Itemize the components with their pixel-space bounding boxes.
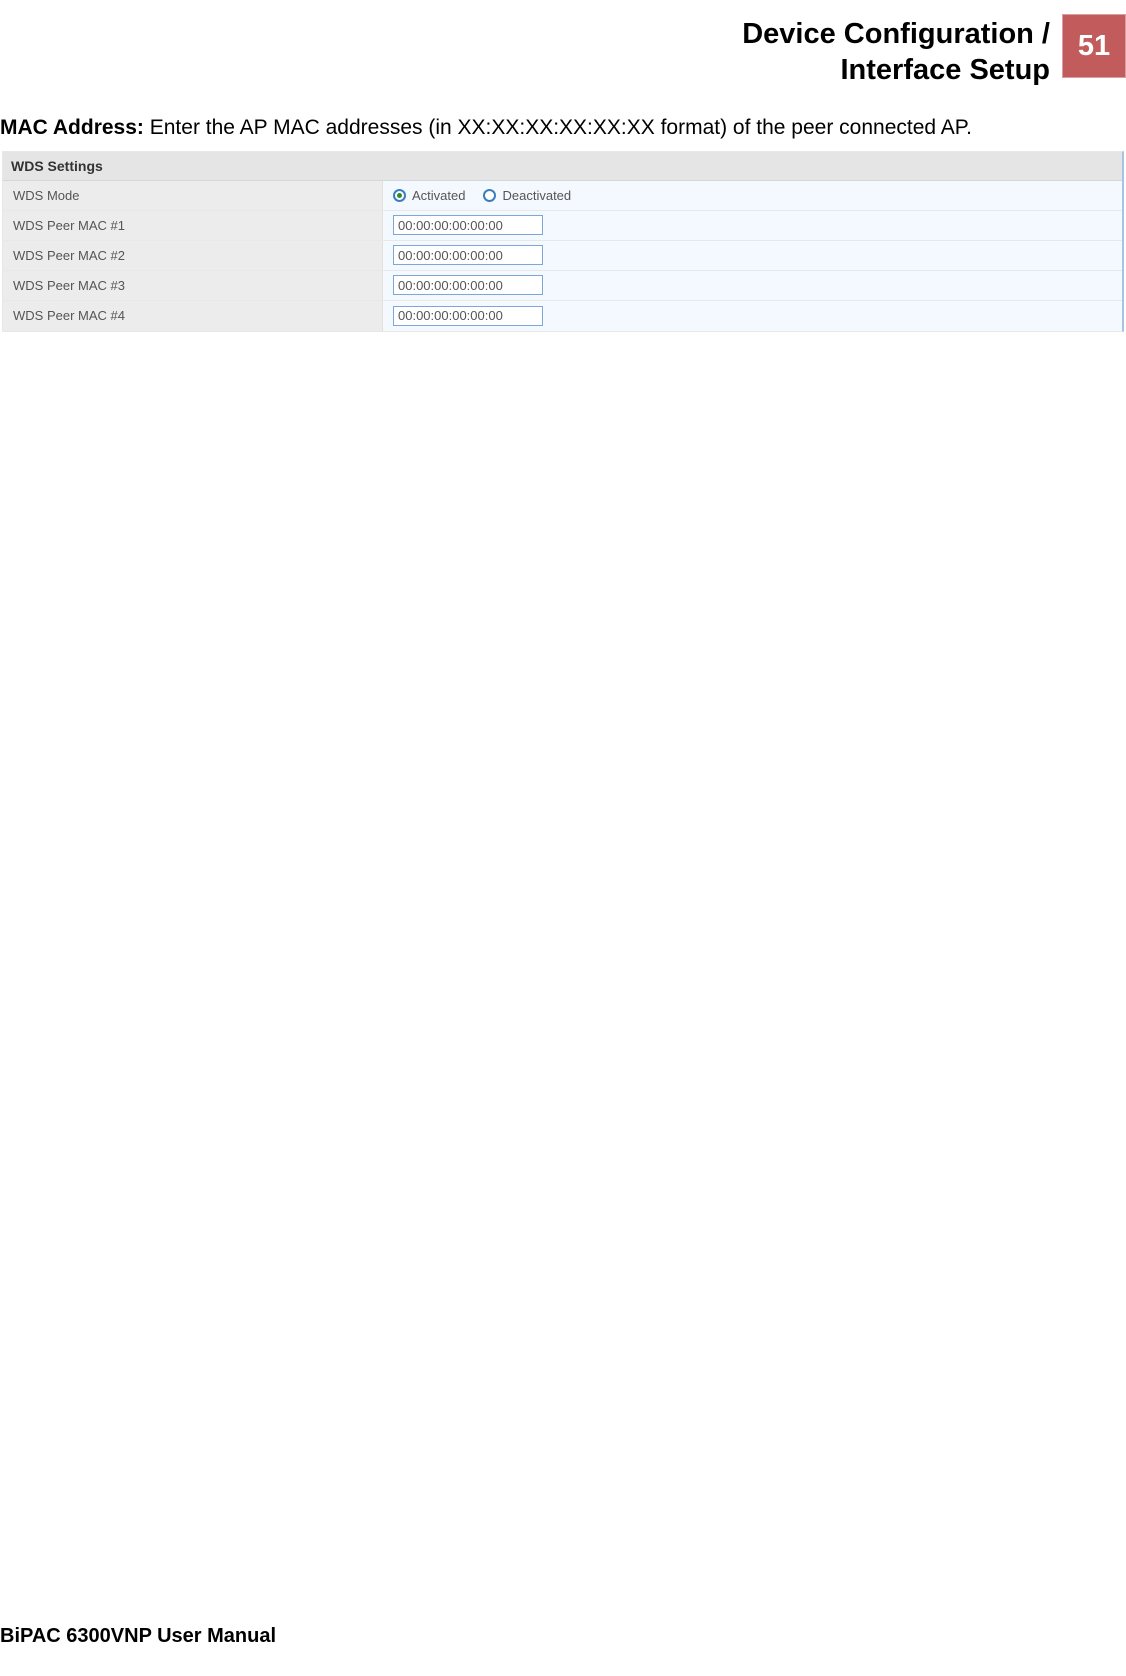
radio-deactivated[interactable]: [483, 189, 496, 202]
page-header: Device Configuration / Interface Setup 5…: [0, 0, 1126, 89]
header-title: Device Configuration / Interface Setup: [742, 14, 1050, 89]
wds-mode-label: WDS Mode: [3, 181, 383, 210]
peer-mac-input-2[interactable]: [393, 245, 543, 265]
page-number: 51: [1062, 14, 1126, 78]
radio-activated[interactable]: [393, 189, 406, 202]
wds-mode-value: Activated Deactivated: [383, 181, 1122, 210]
peer-mac-input-1[interactable]: [393, 215, 543, 235]
header-title-line1: Device Configuration /: [742, 18, 1050, 50]
table-row: WDS Peer MAC #2: [3, 241, 1122, 271]
table-row: WDS Peer MAC #3: [3, 271, 1122, 301]
description-paragraph: MAC Address: Enter the AP MAC addresses …: [0, 115, 1118, 141]
wds-mode-row: WDS Mode Activated Deactivated: [3, 181, 1122, 211]
radio-deactivated-label: Deactivated: [502, 188, 571, 203]
radio-activated-label: Activated: [412, 188, 465, 203]
peer-mac-value-cell: [383, 271, 1122, 300]
wds-section-header: WDS Settings: [3, 152, 1122, 181]
footer-text: BiPAC 6300VNP User Manual: [0, 1625, 276, 1648]
peer-mac-value-cell: [383, 241, 1122, 270]
peer-mac-label: WDS Peer MAC #3: [3, 271, 383, 300]
table-row: WDS Peer MAC #1: [3, 211, 1122, 241]
description-text: Enter the AP MAC addresses (in XX:XX:XX:…: [144, 116, 972, 139]
peer-mac-value-cell: [383, 301, 1122, 331]
table-row: WDS Peer MAC #4: [3, 301, 1122, 331]
description-lead: MAC Address:: [0, 116, 144, 139]
header-title-line2: Interface Setup: [841, 54, 1051, 86]
peer-mac-input-4[interactable]: [393, 306, 543, 326]
wds-settings-panel: WDS Settings WDS Mode Activated Deactiva…: [2, 151, 1124, 332]
peer-mac-label: WDS Peer MAC #2: [3, 241, 383, 270]
peer-mac-label: WDS Peer MAC #1: [3, 211, 383, 240]
peer-mac-input-3[interactable]: [393, 275, 543, 295]
peer-mac-label: WDS Peer MAC #4: [3, 301, 383, 331]
peer-mac-value-cell: [383, 211, 1122, 240]
